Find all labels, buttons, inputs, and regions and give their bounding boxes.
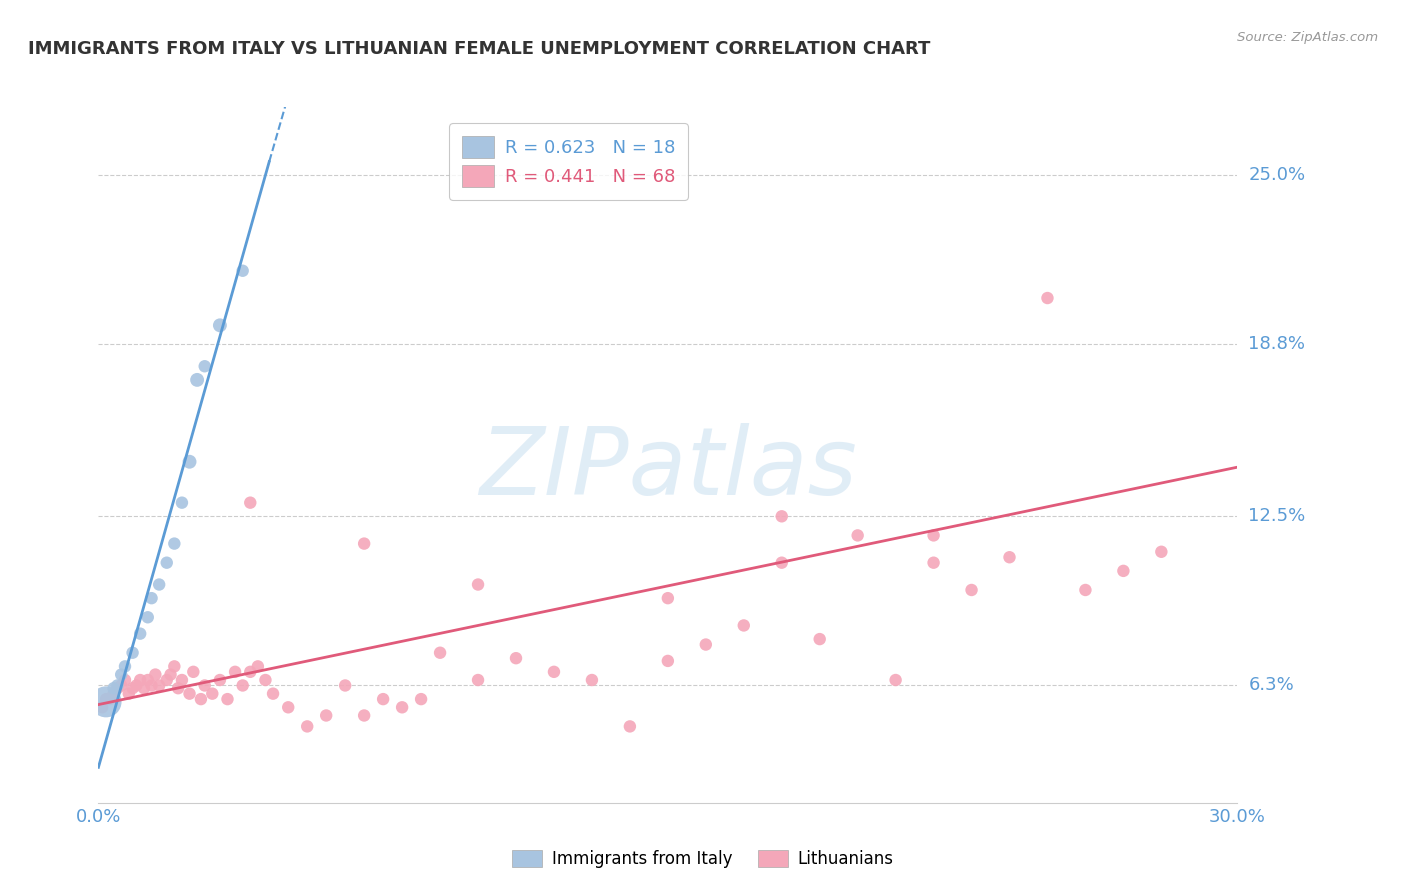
Point bbox=[411, 692, 433, 706]
Point bbox=[391, 700, 413, 714]
Point bbox=[183, 665, 205, 679]
Point bbox=[335, 678, 357, 692]
Text: 6.3%: 6.3% bbox=[1249, 676, 1294, 695]
Point bbox=[315, 708, 337, 723]
Point bbox=[239, 665, 262, 679]
Point bbox=[121, 681, 143, 696]
Point bbox=[922, 556, 945, 570]
Point bbox=[657, 654, 679, 668]
Point bbox=[110, 667, 132, 681]
Point bbox=[103, 687, 125, 701]
Point bbox=[94, 692, 117, 706]
Point bbox=[467, 577, 489, 591]
Point bbox=[107, 678, 129, 692]
Point bbox=[156, 673, 179, 687]
Point bbox=[194, 678, 217, 692]
Legend: Immigrants from Italy, Lithuanians: Immigrants from Italy, Lithuanians bbox=[506, 843, 900, 875]
Legend: R = 0.623   N = 18, R = 0.441   N = 68: R = 0.623 N = 18, R = 0.441 N = 68 bbox=[449, 123, 688, 200]
Point bbox=[277, 700, 299, 714]
Point bbox=[136, 610, 159, 624]
Point bbox=[179, 455, 201, 469]
Point bbox=[110, 678, 132, 692]
Point bbox=[232, 264, 254, 278]
Text: 25.0%: 25.0% bbox=[1249, 166, 1306, 185]
Point bbox=[657, 591, 679, 606]
Point bbox=[353, 708, 375, 723]
Point bbox=[371, 692, 394, 706]
Point bbox=[132, 681, 155, 696]
Point bbox=[770, 509, 793, 524]
Text: Source: ZipAtlas.com: Source: ZipAtlas.com bbox=[1237, 31, 1378, 45]
Point bbox=[239, 496, 262, 510]
Point bbox=[136, 673, 159, 687]
Point bbox=[148, 678, 170, 692]
Point bbox=[1112, 564, 1135, 578]
Point bbox=[543, 665, 565, 679]
Point bbox=[922, 528, 945, 542]
Point bbox=[148, 577, 170, 591]
Point bbox=[201, 687, 224, 701]
Point bbox=[254, 673, 277, 687]
Point bbox=[619, 719, 641, 733]
Point bbox=[141, 678, 163, 692]
Point bbox=[121, 646, 143, 660]
Point bbox=[808, 632, 831, 646]
Point bbox=[114, 659, 136, 673]
Text: IMMIGRANTS FROM ITALY VS LITHUANIAN FEMALE UNEMPLOYMENT CORRELATION CHART: IMMIGRANTS FROM ITALY VS LITHUANIAN FEMA… bbox=[28, 40, 931, 58]
Point bbox=[129, 673, 152, 687]
Point bbox=[695, 638, 717, 652]
Point bbox=[163, 536, 186, 550]
Point bbox=[846, 528, 869, 542]
Point bbox=[1036, 291, 1059, 305]
Point bbox=[91, 700, 114, 714]
Point bbox=[94, 695, 117, 709]
Point bbox=[232, 678, 254, 692]
Point bbox=[733, 618, 755, 632]
Point bbox=[770, 556, 793, 570]
Point bbox=[129, 626, 152, 640]
Point bbox=[170, 673, 193, 687]
Point bbox=[467, 673, 489, 687]
Point bbox=[98, 692, 121, 706]
Point bbox=[118, 687, 141, 701]
Point bbox=[163, 659, 186, 673]
Point bbox=[1150, 545, 1173, 559]
Point bbox=[353, 536, 375, 550]
Point bbox=[884, 673, 907, 687]
Text: 12.5%: 12.5% bbox=[1249, 508, 1306, 525]
Point bbox=[114, 673, 136, 687]
Point bbox=[429, 646, 451, 660]
Point bbox=[107, 681, 129, 696]
Point bbox=[224, 665, 246, 679]
Point bbox=[141, 591, 163, 606]
Point bbox=[1074, 582, 1097, 597]
Point bbox=[170, 496, 193, 510]
Point bbox=[262, 687, 284, 701]
Point bbox=[208, 673, 231, 687]
Point bbox=[998, 550, 1021, 565]
Point bbox=[186, 373, 208, 387]
Point bbox=[125, 678, 148, 692]
Point bbox=[190, 692, 212, 706]
Point bbox=[179, 687, 201, 701]
Point bbox=[194, 359, 217, 374]
Point bbox=[208, 318, 231, 333]
Point bbox=[145, 667, 167, 681]
Point bbox=[505, 651, 527, 665]
Point bbox=[159, 667, 181, 681]
Point bbox=[960, 582, 983, 597]
Point bbox=[167, 681, 190, 696]
Point bbox=[103, 681, 125, 696]
Point bbox=[297, 719, 319, 733]
Point bbox=[581, 673, 603, 687]
Text: 18.8%: 18.8% bbox=[1249, 335, 1305, 353]
Text: ZIPatlas: ZIPatlas bbox=[479, 424, 856, 515]
Point bbox=[246, 659, 269, 673]
Point bbox=[156, 556, 179, 570]
Point bbox=[217, 692, 239, 706]
